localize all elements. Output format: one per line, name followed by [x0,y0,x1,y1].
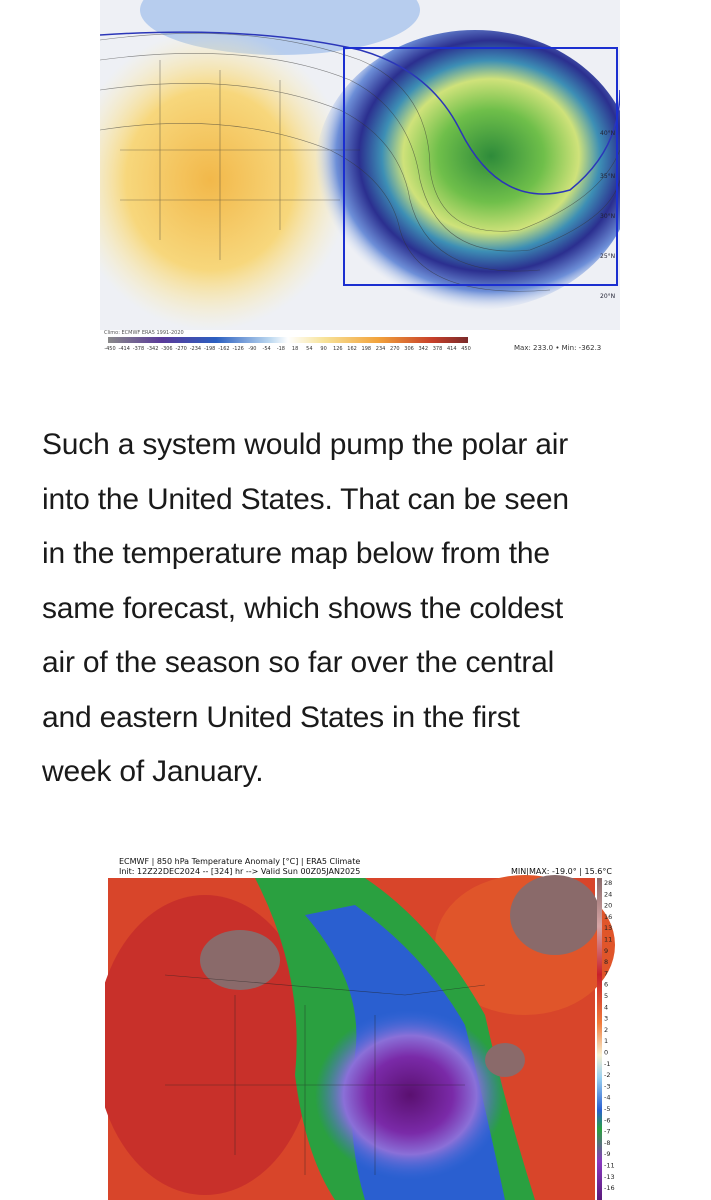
high-anomaly [510,875,600,955]
colorbar-label: 450 [461,346,471,352]
colorbar-label: 162 [347,346,357,352]
colorbar-label: -1 [604,1060,610,1068]
colorbar-label: -11 [604,1162,615,1170]
lat-label: 20°N [600,293,615,300]
colorbar [597,878,602,1200]
colorbar-labels: 28 24 20 16 13 11 9 8 7 6 5 4 3 2 1 0 -1 -2 -3 -4 -5 -6 -7 -8 -9… [604,879,615,1192]
colorbar-label: -378 [133,346,144,352]
colorbar-label: 54 [306,346,312,352]
colorbar-label: 306 [404,346,414,352]
colorbar-label: -162 [218,346,229,352]
lat-label: 35°N [600,173,615,180]
colorbar-label: 16 [604,913,612,921]
colorbar-label: 378 [433,346,443,352]
colorbar-label: -450 [104,346,115,352]
high-anomaly [485,1043,525,1077]
colorbar-label: -4 [604,1094,610,1102]
paragraph-line: week of January. [42,755,264,788]
colorbar-label: 198 [362,346,372,352]
lat-label: 40°N [600,130,615,137]
colorbar-label: -306 [161,346,172,352]
colorbar-label: 11 [604,936,612,944]
paragraph-line: and eastern United States in the first [42,700,520,734]
colorbar-label: 0 [604,1049,608,1057]
lat-label: 30°N [600,213,615,220]
colorbar-label: 7 [604,969,608,977]
cold-trough [315,30,620,310]
colorbar-label: -16 [604,1184,615,1192]
cold-core [315,1010,505,1180]
colorbar-label: 270 [390,346,400,352]
colorbar-label: -6 [604,1116,610,1124]
colorbar-label: 1 [604,1037,608,1045]
contour-highlight [100,31,620,195]
colorbar-label: 28 [604,879,612,887]
colorbar-label: 90 [320,346,326,352]
colorbar-label: 18 [292,346,298,352]
paragraph-line: into the United States. That can be seen [42,482,569,516]
colorbar-label: -54 [263,346,271,352]
map-init: Init: 12Z22DEC2024 -- [324] hr --> Valid… [119,867,360,876]
colorbar-label: -18 [277,346,285,352]
colorbar-label: 342 [419,346,429,352]
paragraph-line: Such a system would pump the polar air [42,428,568,461]
colorbar-label: 126 [333,346,343,352]
colorbar-label: -126 [232,346,243,352]
colorbar-labels: -450 -414 -378 -342 -306 -270 -234 -198 -162 -126… [104,346,470,352]
colorbar-label: -13 [604,1173,615,1181]
colorbar-label: -414 [119,346,130,352]
highlight-box [343,47,618,286]
colorbar-label: -5 [604,1105,610,1113]
colorbar-label: 9 [604,947,608,955]
max-min: Max: 233.0 • Min: -362.3 [514,344,601,352]
map-title: ECMWF | 850 hPa Temperature Anomaly [°C]… [119,857,360,866]
colorbar [108,337,468,343]
colorbar-label: 5 [604,992,608,1000]
colorbar-label: 6 [604,981,608,989]
colorbar-label: 234 [376,346,386,352]
contours [100,33,620,292]
colorbar-label: -198 [204,346,215,352]
top-map-figure: 40°N 35°N 30°N 25°N 20°N Climo: ECMWF ERA5 1… [100,0,620,352]
colorbar-label: 24 [604,890,612,898]
colorbar-label: -2 [604,1071,610,1079]
colorbar-label: 13 [604,924,612,932]
colorbar-label: -7 [604,1128,610,1136]
colorbar-label: 414 [447,346,457,352]
paragraph-line: air of the season so far over the centra… [42,646,555,679]
colorbar-label: -8 [604,1139,610,1147]
paragraph-line: in the temperature map below from the [42,537,550,570]
borders [164,974,486,1175]
colorbar-label: -3 [604,1082,610,1090]
credit: Climo: ECMWF ERA5 1991-2020 [104,330,184,336]
bottom-map-figure: ECMWF | 850 hPa Temperature Anomaly [°C]… [105,857,615,1200]
colorbar-label: -234 [190,346,201,352]
colorbar-label: 20 [604,902,612,910]
article-paragraph: Such a system would pump the polar air in… [42,418,692,800]
colorbar-label: 4 [604,1003,608,1011]
colorbar-label: -342 [147,346,158,352]
lat-labels: 40°N 35°N 30°N 25°N 20°N [600,130,615,300]
warm-anomaly [100,30,350,330]
colorbar-label: 3 [604,1015,608,1023]
lat-label: 25°N [600,253,615,260]
colorbar-label: -270 [176,346,187,352]
colorbar-label: -90 [248,346,256,352]
colorbar-label: -9 [604,1150,610,1158]
colorbar-label: 8 [604,958,608,966]
map-min-max: MIN|MAX: -19.0° | 15.6°C [511,867,612,876]
paragraph-line: same forecast, which shows the coldest [42,591,563,625]
high-anomaly [200,930,280,990]
colorbar-label: 2 [604,1026,608,1034]
